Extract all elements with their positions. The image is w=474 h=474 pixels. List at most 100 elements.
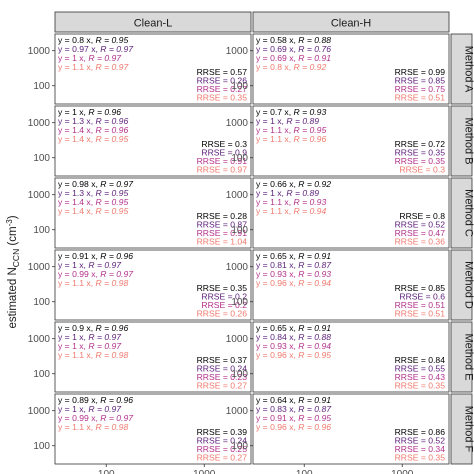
equation-label: y = 1.1 x, R = 0.95: [256, 125, 326, 135]
equation-label: y = 1.1 x, R = 0.98: [58, 278, 128, 288]
equation-label: y = 0.8 x, R = 0.95: [58, 35, 128, 45]
y-tick-label: 100: [231, 441, 248, 452]
rrse-label: RRSE = 0.26: [197, 309, 248, 319]
column-strip: [54, 11, 252, 33]
y-tick-label: 100: [33, 81, 50, 92]
y-tick-label: 100: [33, 153, 50, 164]
rrse-label: RRSE = 0.34: [395, 444, 446, 454]
equation-label: y = 1 x, R = 0.97: [58, 53, 122, 63]
rrse-label: RRSE = 0.27: [197, 84, 248, 94]
rrse-label: RRSE = 0.47: [395, 228, 446, 238]
y-tick-label: 1000: [226, 262, 249, 273]
y-axis-title: estimated NCCN (cm-3): [5, 215, 21, 328]
panel-border: [54, 393, 252, 465]
rrse-label: RRSE = 0.86: [395, 427, 446, 437]
x-tick-label: 100: [98, 469, 115, 474]
rrse-label: RRSE = 0.28: [197, 211, 248, 221]
equation-label: y = 0.83 x, R = 0.87: [256, 404, 332, 414]
row-strip-label: Method E: [463, 333, 474, 380]
panel: y = 0.65 x, R = 0.91y = 0.84 x, R = 0.88…: [226, 321, 450, 393]
equation-label: y = 1.3 x, R = 0.95: [58, 188, 128, 198]
rrse-label: RRSE = 0.35: [395, 156, 446, 166]
equation-label: y = 0.84 x, R = 0.88: [256, 332, 331, 342]
equation-label: y = 1.1 x, R = 0.97: [58, 62, 129, 72]
y-tick-label: 100: [33, 369, 50, 380]
equation-label: y = 1.4 x, R = 0.95: [58, 134, 128, 144]
y-tick-label: 100: [33, 297, 50, 308]
equation-label: y = 1.1 x, R = 0.98: [58, 422, 128, 432]
rrse-label: RRSE = 0.52: [395, 436, 446, 446]
row-strip: [450, 177, 473, 249]
equation-label: y = 1.4 x, R = 0.96: [58, 125, 128, 135]
y-tick-label: 100: [231, 153, 248, 164]
equation-label: y = 0.81 x, R = 0.87: [256, 260, 332, 270]
y-tick-label: 100: [231, 81, 248, 92]
panel: y = 0.64 x, R = 0.91y = 0.83 x, R = 0.87…: [226, 393, 450, 474]
y-tick-label: 1000: [28, 46, 51, 57]
equation-label: y = 0.65 x, R = 0.91: [256, 251, 331, 261]
y-tick-label: 1000: [226, 190, 249, 201]
row-strip-label: Method B: [463, 117, 474, 164]
rrse-label: RRSE = 0.97: [197, 165, 248, 175]
panel-border: [252, 105, 450, 177]
rrse-label: RRSE = 0.35: [395, 381, 446, 391]
equation-label: y = 0.91 x, R = 0.96: [58, 251, 133, 261]
rrse-label: RRSE = 0.43: [395, 372, 446, 382]
equation-label: y = 0.97 x, R = 0.97: [58, 44, 134, 54]
equation-label: y = 0.69 x, R = 0.91: [256, 53, 331, 63]
rrse-label: RRSE = 0.36: [395, 237, 446, 247]
rrse-label: RRSE = 0.35: [197, 93, 248, 103]
panel-border: [252, 33, 450, 105]
x-tick-label: 1000: [193, 469, 216, 474]
equation-label: y = 1 x, R = 0.89: [256, 116, 319, 126]
equation-label: y = 0.96 x, R = 0.94: [256, 278, 331, 288]
y-tick-label: 1000: [28, 334, 51, 345]
rrse-label: RRSE = 0.24: [197, 364, 248, 374]
row-strip-label: Method D: [463, 261, 474, 309]
y-tick-label: 100: [33, 441, 50, 452]
rrse-label: RRSE = 0.8: [399, 211, 445, 221]
row-strip-label: Method A: [463, 46, 474, 93]
equation-label: y = 0.89 x, R = 0.96: [58, 395, 133, 405]
rrse-label: RRSE = 0.37: [197, 355, 248, 365]
y-tick-label: 1000: [28, 118, 51, 129]
rrse-label: RRSE = 0.75: [395, 84, 446, 94]
y-tick-label: 1000: [226, 46, 249, 57]
rrse-label: RRSE = 0.51: [395, 300, 446, 310]
equation-label: y = 0.99 x, R = 0.97: [58, 269, 134, 279]
y-tick-label: 1000: [226, 334, 249, 345]
equation-label: y = 0.93 x, R = 0.94: [256, 341, 331, 351]
equation-label: y = 0.8 x, R = 0.92: [256, 62, 326, 72]
rrse-label: RRSE = 0.35: [197, 283, 248, 293]
equation-label: y = 0.58 x, R = 0.88: [256, 35, 331, 45]
rrse-label: RRSE = 0.3: [201, 139, 247, 149]
panel: y = 0.65 x, R = 0.91y = 0.81 x, R = 0.87…: [226, 249, 450, 321]
y-tick-label: 1000: [226, 406, 249, 417]
equation-label: y = 0.66 x, R = 0.92: [256, 179, 331, 189]
equation-label: y = 0.93 x, R = 0.93: [256, 269, 331, 279]
rrse-label: RRSE = 0.2: [201, 300, 247, 310]
panel-border: [252, 177, 450, 249]
rrse-label: RRSE = 0.2: [201, 292, 247, 302]
column-strip-label: Clean-H: [331, 18, 371, 30]
row-strip: [450, 105, 473, 177]
rrse-label: RRSE = 0.24: [197, 436, 248, 446]
equation-label: y = 0.98 x, R = 0.97: [58, 179, 134, 189]
equation-label: y = 0.96 x, R = 0.95: [256, 350, 331, 360]
x-tick-label: 100: [296, 469, 313, 474]
equation-label: y = 0.91 x, R = 0.95: [256, 413, 331, 423]
panel: y = 0.66 x, R = 0.92y = 1 x, R = 0.89y =…: [226, 177, 450, 249]
equation-label: y = 1 x, R = 0.97: [58, 332, 122, 342]
rrse-label: RRSE = 0.99: [395, 67, 446, 77]
y-tick-label: 100: [231, 225, 248, 236]
y-tick-label: 1000: [28, 262, 51, 273]
panel: y = 1 x, R = 0.96y = 1.3 x, R = 0.96y = …: [28, 105, 252, 177]
y-tick-label: 1000: [226, 118, 249, 129]
rrse-label: RRSE = 0.72: [395, 139, 446, 149]
equation-label: y = 1 x, R = 0.96: [58, 107, 121, 117]
equation-label: y = 1.1 x, R = 0.93: [256, 197, 326, 207]
row-strip: [450, 249, 473, 321]
equation-label: y = 0.9 x, R = 0.96: [58, 323, 128, 333]
equation-label: y = 1.4 x, R = 0.95: [58, 197, 128, 207]
rrse-label: RRSE = 0.55: [395, 364, 446, 374]
